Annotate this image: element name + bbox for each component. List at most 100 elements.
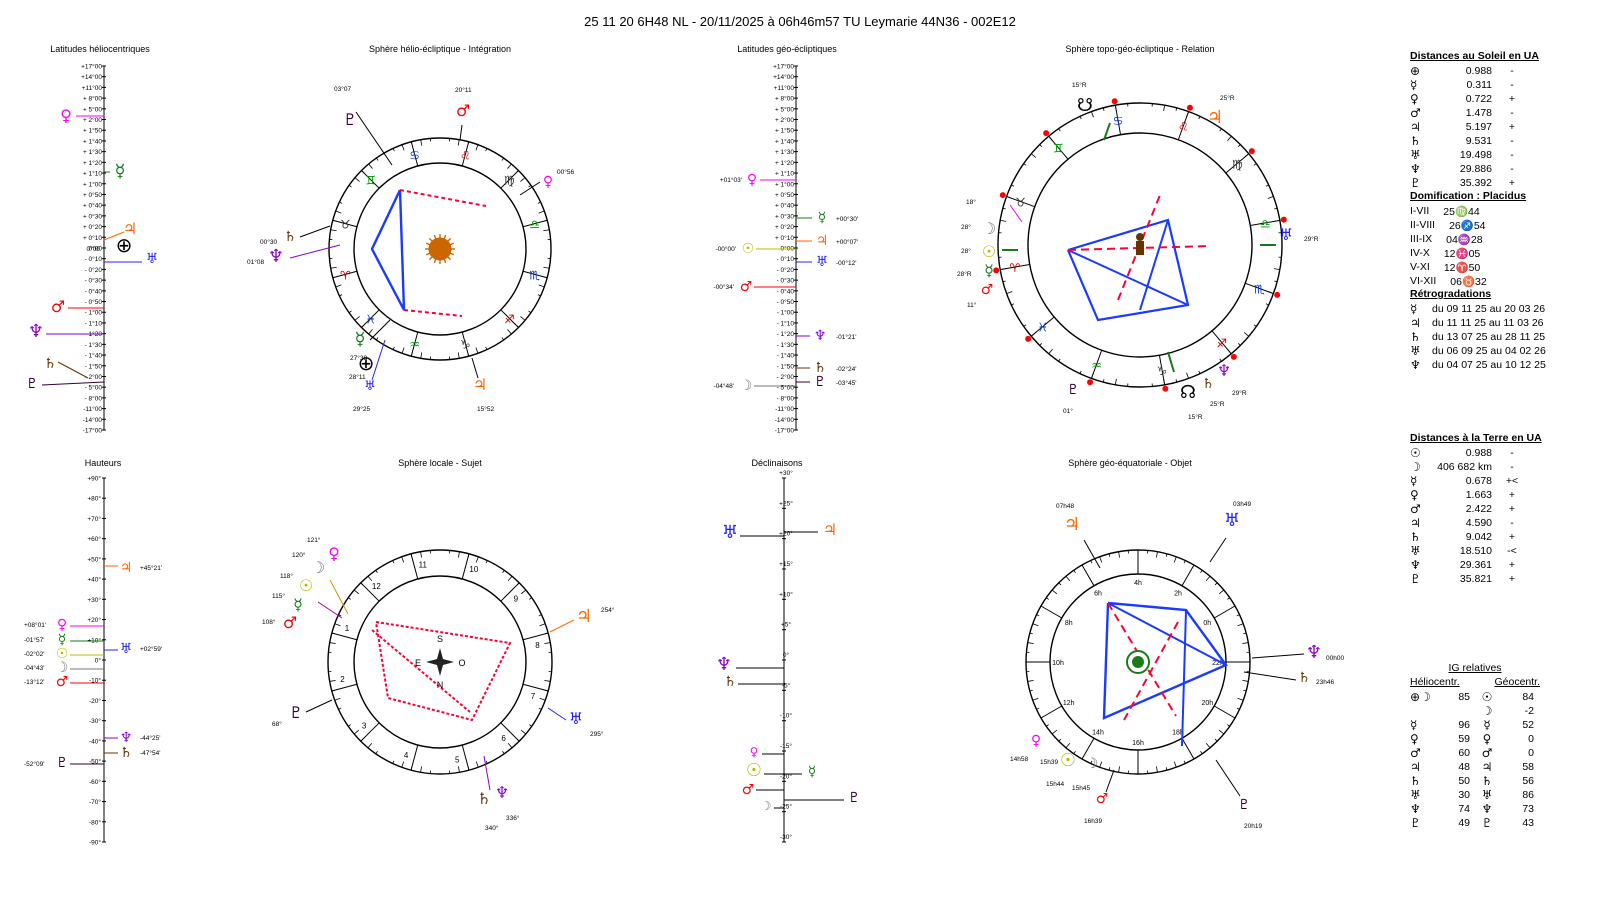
hour-label: 10h (1052, 660, 1064, 667)
node_n-icon: ☊ (1180, 382, 1196, 403)
house-cusp-dot (993, 267, 1000, 274)
helio-sphere-degree-tick (485, 148, 488, 152)
decl-tick-label: +5° (781, 621, 791, 629)
distance-value: 2.422 (1465, 503, 1492, 515)
topo-mercury-label: 28°R (957, 270, 972, 278)
jupiter-icon: ♃ (473, 375, 487, 394)
local-aspect-red (375, 621, 512, 722)
helio-sphere-spoke (522, 270, 548, 279)
ig-helio-value: 74 (1458, 803, 1470, 815)
house-number-label: 1 (345, 624, 350, 633)
height-pluto-label: -52°09' (24, 760, 44, 768)
sun-center-icon (428, 237, 452, 261)
helio-lat-earth-label: 0°00 (87, 245, 101, 253)
equatorial-uranus-label: 03h49 (1233, 501, 1251, 508)
helio-sphere-sign-icon: ♏ (529, 268, 540, 282)
ig-helio-icon: ♅ (1410, 788, 1421, 802)
geo-lat-scale-tick-label: - 1°40 (777, 352, 795, 360)
mercury-icon: ☿ (58, 632, 67, 648)
topo-sphere-degree-tick (1091, 111, 1094, 118)
sidebar-tables: Distances au Soleil en UA ⊕ 0.988- ☿ 0.311- ♀… (1410, 50, 1590, 586)
equatorial-sphere-degree-tick (1243, 632, 1247, 635)
equatorial-sphere-degree-tick (1032, 697, 1039, 701)
decl-tick-label: +30° (779, 469, 793, 477)
mars-icon: ♂ (742, 782, 755, 798)
line (549, 619, 575, 633)
geo-lat-scale-tick-label: + 0°20 (775, 223, 794, 231)
ig-geo-icon: ♄ (1481, 774, 1493, 788)
local-sphere-degree-tick (401, 761, 405, 768)
venus-icon: ♀ (60, 106, 72, 125)
topo-sphere-sign-icon: ♈ (1010, 261, 1021, 275)
ig-helio-value: 85 (1458, 691, 1470, 703)
local-sphere-degree-tick (539, 697, 546, 701)
geo-lat-scale-tick-label: + 1°20 (775, 159, 794, 167)
helio-sphere-degree-tick (401, 144, 405, 151)
topo-sphere-degree-tick (1175, 379, 1178, 383)
helio-mars-label: 20°11 (455, 86, 472, 94)
ig-helio-icon: ♄ (1410, 774, 1421, 788)
line (41, 381, 105, 386)
house-value: 12♈50 (1443, 261, 1481, 274)
helio-sphere-degree-tick (507, 329, 512, 335)
topo-moon-label: 28° (961, 223, 971, 231)
helio-lat-scale-tick-label: + 1°00 (83, 180, 102, 188)
distance-sign: - (1510, 79, 1514, 91)
sun-distance-row: ♄ 9.531 - (1410, 134, 1590, 148)
distance-sign: - (1510, 107, 1514, 119)
helio-mercury-label: 27°39 (350, 354, 367, 362)
equatorial-sphere-degree-tick (1099, 761, 1103, 768)
planet-icon: ♂ (1410, 502, 1421, 516)
local-sphere-degree-tick (367, 742, 373, 749)
decl-tick-label: +15° (779, 560, 793, 568)
local-sphere-degree-tick (458, 551, 460, 558)
topo-sphere-degree-tick (1023, 163, 1027, 166)
house-row: II-VIII 26♐54 (1410, 218, 1590, 232)
venus-icon: ♀ (747, 172, 757, 188)
venus-icon: ♀ (328, 544, 340, 563)
helio-jupiter-pointer (471, 357, 479, 379)
ig-helio-icon: ⊕☽ (1410, 690, 1431, 704)
topo-mars-label: 11° (967, 301, 977, 309)
local-venus-label: 121° (307, 536, 321, 544)
distance-sign: - (1510, 135, 1514, 147)
panel-title-geo-lat: Latitudes géo-écliptiques (737, 44, 837, 54)
equatorial-sphere-degree-tick (1242, 680, 1249, 682)
equatorial-sphere-degree-tick (1046, 724, 1049, 727)
geo-lat-scale-tick-label: + 0°30 (775, 212, 794, 220)
pluto-icon: ♇ (26, 376, 39, 392)
equatorial-sphere-degree-tick (1058, 738, 1062, 742)
local-sphere-degree-tick (520, 589, 527, 595)
distance-sign: + (1508, 573, 1516, 585)
equatorial-sphere-degree-tick (1073, 570, 1076, 573)
planet-icon: ☿ (1410, 474, 1418, 488)
local-sphere-degree-tick (538, 614, 542, 617)
helio-sphere-degree-tick (543, 266, 550, 269)
topo-sphere-degree-tick (1227, 135, 1232, 142)
retrograde-range: du 13 07 25 au 28 11 25 (1432, 331, 1546, 343)
helio-sphere-sign-icon: ♋ (409, 148, 420, 162)
ig-helio-value: 50 (1458, 775, 1470, 787)
helio-sphere-degree-tick (420, 352, 423, 359)
geo-lat-scale-tick-label: - 0°10 (777, 255, 795, 263)
helio-sphere-degree-tick (475, 144, 479, 151)
ig-row: ♄ 50 ♄ 56 (1410, 774, 1540, 788)
heights-tick-label: -10° (89, 677, 101, 685)
helio-sphere-degree-tick (538, 284, 545, 288)
houses-title: Domification : Placidus (1410, 190, 1527, 202)
jupiter-icon: ♃ (823, 520, 837, 539)
geo-lat-venus-label: +01°03' (720, 176, 742, 184)
ig-col-geo: Géocentr. (1494, 676, 1540, 688)
topo-sphere-degree-tick (1039, 144, 1042, 147)
decl-tick-label: -20° (780, 772, 792, 780)
local-sphere-degree-tick (507, 575, 513, 582)
distance-value: 29.361 (1459, 559, 1492, 571)
helio-mercury-pointer (369, 319, 391, 341)
helio-lat-scale-tick-label: + 0°50 (83, 191, 102, 199)
ig-geo-value: -2 (1524, 705, 1534, 717)
distance-value: 406 682 km (1437, 461, 1492, 473)
sun-ray (433, 258, 437, 264)
topo-sphere-degree-tick (1079, 370, 1082, 374)
house-cusp-dot (1043, 130, 1050, 137)
helio-sphere-degree-tick (457, 139, 460, 146)
